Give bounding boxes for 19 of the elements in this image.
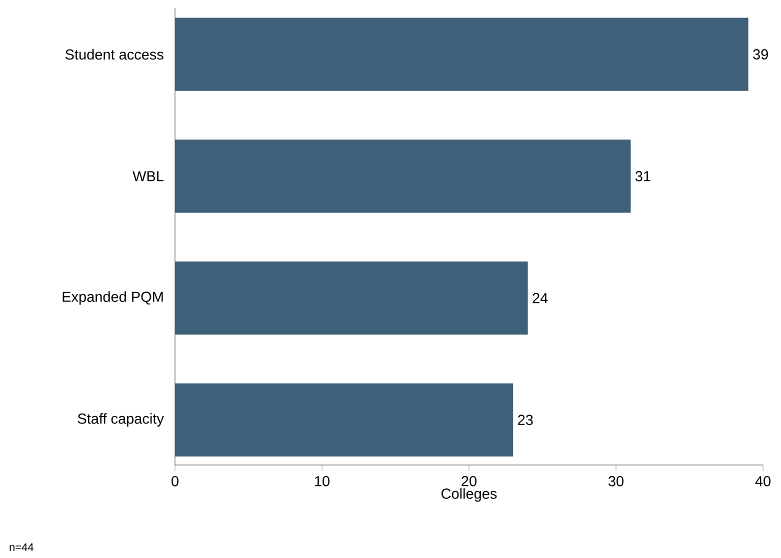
text: n=44 (10, 543, 34, 551)
y-tick-label: Staff capacity (78, 413, 164, 427)
y-tick-label: WBL (132, 171, 164, 182)
data-label: 24 (532, 292, 548, 304)
x-tick-label: 0 (172, 476, 178, 486)
data-label: 39 (753, 49, 768, 60)
bar (175, 383, 514, 456)
data-label: 23 (518, 414, 533, 426)
bar (175, 140, 631, 213)
bar (175, 18, 748, 91)
y-tick-label: Expanded PQM (62, 291, 163, 305)
x-tick-label: 40 (755, 476, 771, 486)
y-tick-label: Student access (65, 48, 164, 60)
bar (175, 261, 528, 335)
x-axis-title: Colleges (442, 488, 497, 502)
x-tick-label: 20 (462, 476, 476, 486)
x-tick-label: 10 (315, 476, 330, 486)
data-label: 31 (635, 171, 650, 182)
x-tick-label: 30 (608, 476, 624, 486)
